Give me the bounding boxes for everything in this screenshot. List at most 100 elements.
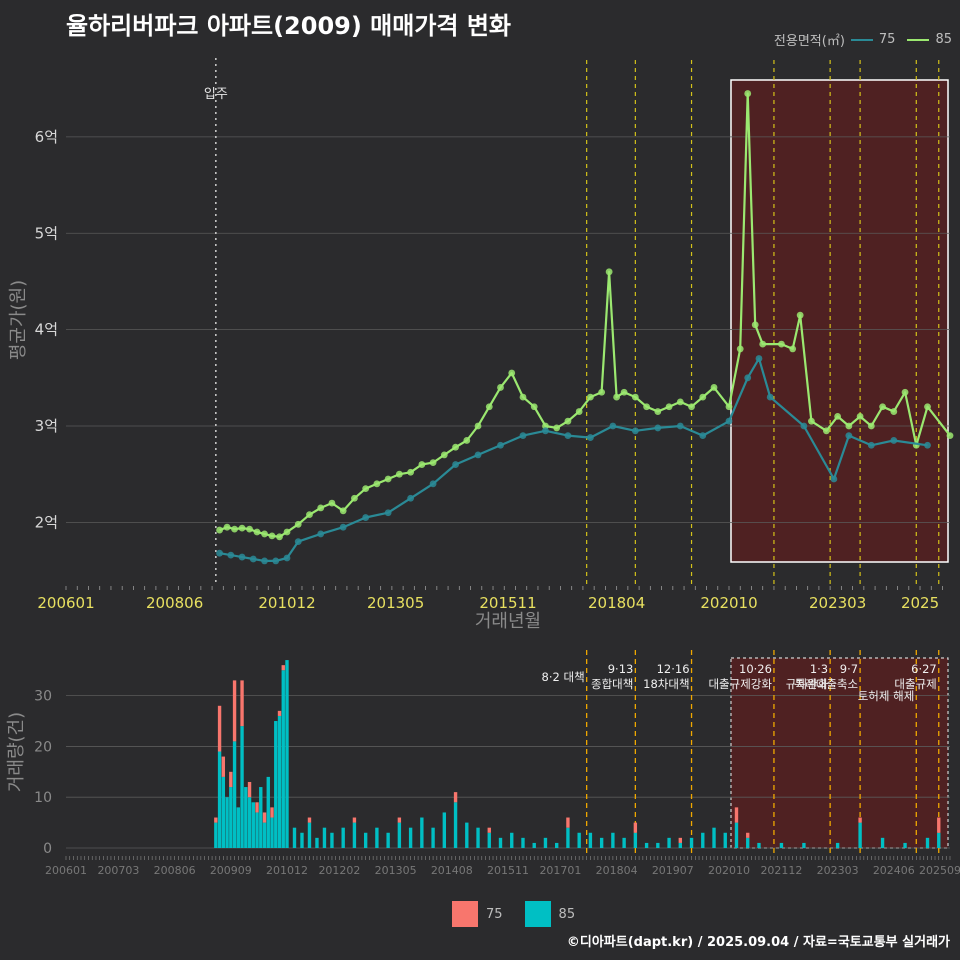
point-75 <box>564 432 572 440</box>
point-85 <box>778 340 785 348</box>
x-tick-label: 201012 <box>258 594 315 612</box>
bar-75 <box>214 817 218 823</box>
point-75 <box>339 523 347 531</box>
policy-annotation-label: 8·2 대책 <box>542 670 585 684</box>
policy-annotation-label: 대출규제강화 <box>708 677 772 691</box>
point-85 <box>485 403 493 411</box>
x-tick-label: 201804 <box>588 594 645 612</box>
bar-85 <box>375 827 379 848</box>
point-75 <box>407 494 415 502</box>
point-75 <box>890 437 898 444</box>
bar-85 <box>566 827 570 848</box>
point-75 <box>699 432 707 440</box>
point-75 <box>755 355 763 362</box>
point-85 <box>789 345 797 353</box>
point-85 <box>328 499 336 507</box>
point-85 <box>575 408 583 415</box>
point-75 <box>845 432 853 440</box>
point-85 <box>564 417 572 425</box>
y-tick-label: 5억 <box>35 224 58 242</box>
bar-75 <box>397 817 402 823</box>
point-85 <box>542 422 549 430</box>
point-85 <box>238 524 246 532</box>
point-85 <box>725 403 733 411</box>
point-85 <box>751 321 759 329</box>
legend-swatch-75 <box>850 38 873 41</box>
point-85 <box>665 403 673 411</box>
x-tick-label: 202303 <box>809 594 866 612</box>
point-85 <box>845 422 853 430</box>
point-85 <box>736 345 744 353</box>
bar-85 <box>588 832 593 848</box>
bar-y-axis-title: 거래량(건) <box>6 712 27 792</box>
bar-75 <box>487 827 491 833</box>
bar-85 <box>274 721 278 848</box>
bar-85 <box>221 776 226 848</box>
policy-annotation-label: 대출규제 <box>894 677 936 691</box>
point-85 <box>452 443 459 451</box>
highlight-region-bottom <box>730 657 949 849</box>
bar-85 <box>465 822 469 848</box>
bar-75 <box>633 822 638 833</box>
policy-annotation-label: 10·26 <box>739 662 772 676</box>
policy-annotation-label: 특례대출축소 <box>795 677 858 691</box>
bar-85 <box>217 751 222 848</box>
point-85 <box>276 533 283 541</box>
bar-85 <box>363 832 368 848</box>
bar-85 <box>757 842 761 848</box>
point-85 <box>317 504 325 512</box>
bar-x-tick-label: 202509 <box>919 864 960 877</box>
point-75 <box>452 461 459 468</box>
point-85 <box>497 384 504 391</box>
legend-top: 전용면적(㎡) 75 85 <box>774 30 952 49</box>
x-tick-label: 200806 <box>146 594 203 612</box>
bar-x-tick-label: 200703 <box>97 864 139 877</box>
point-75 <box>744 374 752 382</box>
point-75 <box>227 551 235 559</box>
point-75 <box>216 549 223 557</box>
bar-85 <box>386 832 390 848</box>
point-85 <box>268 532 276 540</box>
highlight-region <box>730 79 949 563</box>
bar-85 <box>656 842 660 848</box>
bar-85 <box>880 837 885 848</box>
point-75 <box>800 422 808 430</box>
x-tick-label: 201511 <box>479 594 536 612</box>
bar-85 <box>622 837 626 848</box>
point-75 <box>676 422 684 430</box>
x-tick-label: 2025 <box>901 594 939 612</box>
bar-85 <box>259 787 263 848</box>
bar-75 <box>270 807 274 818</box>
point-75 <box>587 434 594 441</box>
point-85 <box>351 494 358 502</box>
bar-x-tick-label: 202303 <box>817 864 859 877</box>
bar-85 <box>611 832 615 848</box>
bar-75 <box>247 781 252 798</box>
legend-label-75: 75 <box>878 32 896 47</box>
point-85 <box>613 393 621 401</box>
point-75 <box>609 422 617 430</box>
x-axis-title: 거래년월 <box>475 611 541 632</box>
bar-x-tick-label: 201701 <box>539 864 581 877</box>
bar-85 <box>858 822 862 848</box>
policy-annotation-label: 종합대책 <box>591 677 633 691</box>
bar-85 <box>431 827 435 848</box>
point-85 <box>294 520 302 528</box>
point-85 <box>924 403 931 411</box>
point-85 <box>598 388 606 396</box>
point-75 <box>497 441 504 449</box>
point-85 <box>946 432 954 440</box>
bar-x-tick-label: 202112 <box>760 864 802 877</box>
point-75 <box>631 427 639 435</box>
point-85 <box>688 403 695 411</box>
bar-85 <box>262 822 267 848</box>
bar-85 <box>532 842 536 848</box>
bar-75 <box>217 705 222 752</box>
point-85 <box>808 417 815 425</box>
point-75 <box>272 557 280 565</box>
point-85 <box>253 528 261 536</box>
bar-85 <box>734 822 739 848</box>
point-85 <box>744 90 752 97</box>
bar-85 <box>498 837 503 848</box>
bar-x-tick-label: 200806 <box>154 864 196 877</box>
